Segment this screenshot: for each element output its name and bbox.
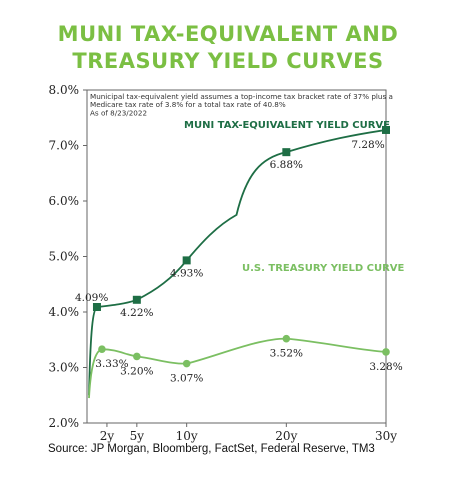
series-labels: MUNI TAX-EQUIVALENT YIELD CURVE U.S. TREA…	[184, 120, 405, 274]
treasury-data-label: 3.28%	[369, 361, 402, 373]
y-tick-label: 8.0%	[49, 83, 80, 97]
y-tick-label: 6.0%	[49, 194, 80, 208]
chart-title-line-2: TREASURY YIELD CURVES	[72, 49, 384, 73]
y-tick-label: 7.0%	[49, 139, 80, 153]
muni-data-label: 7.28%	[351, 139, 384, 151]
note-line: As of 8/23/2022	[90, 108, 147, 117]
treasury-point-marker	[98, 345, 106, 353]
y-tick-label: 2.0%	[49, 416, 80, 430]
y-tick-label: 3.0%	[49, 361, 80, 375]
muni-point-marker	[282, 148, 291, 157]
note-line: Municipal tax-equivalent yield assumes a…	[90, 92, 393, 101]
x-tick-label: 20y	[275, 429, 297, 443]
treasury-point-marker	[182, 359, 191, 368]
y-tick-label: 4.0%	[49, 305, 80, 319]
x-tick-label: 10y	[176, 429, 198, 443]
treasury-point-marker	[133, 352, 141, 361]
y-tick-label: 5.0%	[49, 250, 80, 264]
treasury-data-label: 3.33%	[95, 358, 128, 370]
muni-series-label: MUNI TAX-EQUIVALENT YIELD CURVE	[184, 120, 390, 131]
treasury-data-label: 3.07%	[170, 373, 203, 385]
x-tick-label: 30y	[375, 429, 397, 443]
treasury-point-marker	[282, 334, 291, 343]
treasury-series-label: U.S. TREASURY YIELD CURVE	[242, 263, 405, 274]
treasury-data-label: 3.20%	[120, 365, 153, 377]
x-tick-label: 2y	[100, 429, 115, 443]
treasury-point-marker	[382, 348, 390, 356]
muni-data-label: 6.88%	[270, 159, 303, 171]
treasury-data-label: 3.52%	[270, 348, 303, 360]
muni-point-marker	[92, 303, 101, 312]
muni-data-label: 4.09%	[75, 292, 108, 304]
source-note: Source: JP Morgan, Bloomberg, FactSet, F…	[48, 443, 375, 455]
chart-title-line-1: MUNI TAX-EQUIVALENT AND	[57, 22, 399, 46]
chart-axes: 2.0% 3.0% 4.0% 5.0% 6.0% 7.0% 8.0% 2y 5y 10y 20y 30…	[49, 83, 398, 443]
chart-note: Municipal tax-equivalent yield assumes a…	[90, 92, 393, 117]
muni-point-marker	[132, 295, 141, 304]
muni-point-marker	[382, 125, 390, 134]
note-line: Medicare tax rate of 3.8% for a total ta…	[90, 100, 286, 109]
muni-point-marker	[182, 256, 191, 265]
x-tick-label: 5y	[130, 429, 145, 443]
chart-series: 4.09% 4.22% 4.93% 6.88% 7.28% 3.33%3.20% 3.07%…	[75, 125, 403, 399]
muni-data-label: 4.22%	[120, 307, 153, 319]
muni-data-label: 4.93%	[170, 267, 203, 279]
